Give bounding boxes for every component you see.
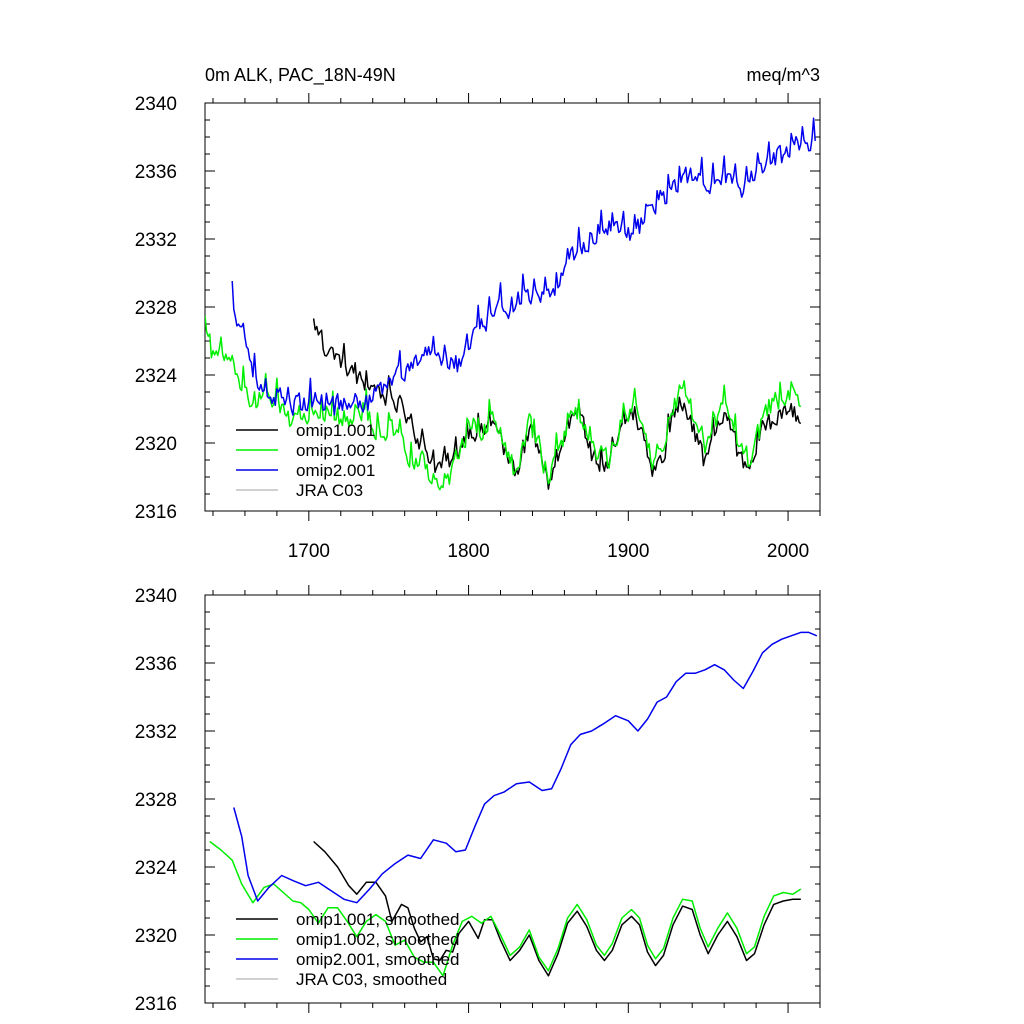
y-tick-label: 2340 [135, 94, 177, 115]
y-tick-label: 2316 [135, 502, 177, 523]
x-tick-label: 2000 [767, 541, 809, 562]
legend-label: omip1.001 [296, 421, 375, 440]
chart-units: meq/m^3 [747, 65, 820, 85]
series-group [205, 117, 816, 491]
series-line-omip2-001 [231, 117, 816, 416]
y-tick-label: 2324 [135, 858, 178, 879]
y-tick-label: 2340 [135, 586, 177, 607]
series-line-omip1-001-smoothed [313, 840, 801, 977]
legend-label: omip2.001 [296, 461, 375, 480]
y-tick-label: 2332 [135, 722, 177, 743]
chart-title: 0m ALK, PAC_18N-49N [205, 65, 396, 86]
y-tick-label: 2328 [135, 298, 177, 319]
legend-label: omip1.001, smoothed [296, 910, 460, 929]
y-tick-label: 2336 [135, 162, 177, 183]
series-line-omip1-002-smoothed [209, 840, 802, 977]
y-tick-label: 2324 [135, 366, 178, 387]
legend-label: JRA C03 [296, 481, 363, 500]
top-panel: 2316 2320 2324 2328 2332 2336 2340 1700 1800 1900… [135, 65, 821, 562]
bottom-panel: 2316 2320 2324 2328 2332 2336 2340 omip1.001, s… [135, 585, 821, 1015]
series-line-omip1-001 [312, 318, 802, 490]
y-tick-label: 2316 [135, 994, 177, 1015]
series-line-omip2-001-smoothed [233, 631, 818, 904]
legend-label: omip1.002 [296, 441, 375, 460]
series-line-omip1-002 [205, 315, 802, 491]
legend-label: omip2.001, smoothed [296, 950, 460, 969]
series-group [209, 631, 818, 977]
x-tick-label: 1700 [288, 541, 330, 562]
legend-label: JRA C03, smoothed [296, 970, 447, 989]
y-tick-label: 2320 [135, 926, 177, 947]
x-tick-label: 1900 [607, 541, 649, 562]
y-tick-label: 2320 [135, 434, 177, 455]
y-tick-label: 2336 [135, 654, 177, 675]
y-tick-label: 2332 [135, 230, 177, 251]
legend-label: omip1.002, smoothed [296, 930, 460, 949]
y-tick-label: 2328 [135, 790, 177, 811]
x-tick-label: 1800 [447, 541, 489, 562]
